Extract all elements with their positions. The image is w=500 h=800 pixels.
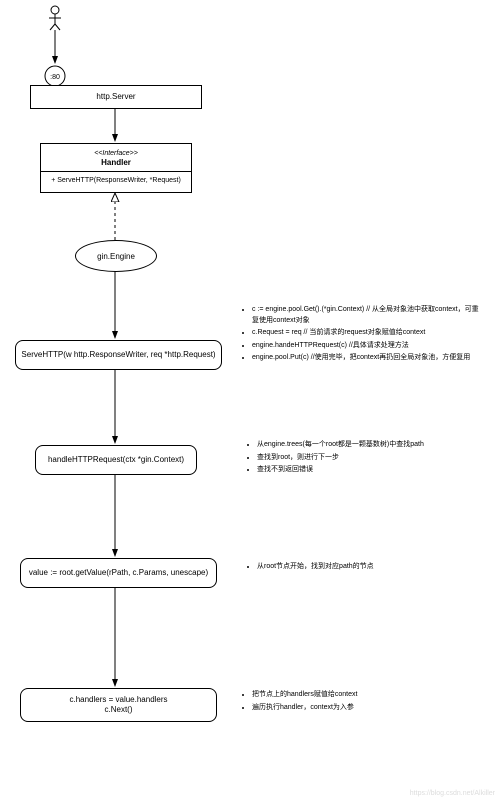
node-gin-engine: gin.Engine [75,240,157,272]
node-handler-interface: <<Interface>> Handler + ServeHTTP(Respon… [40,143,192,193]
handlehttp-notes: 从engine.trees(每一个root都是一颗基数树)中查找path 查找到… [245,440,485,478]
node-handlehttp: handleHTTPRequest(ctx *gin.Context) [35,445,197,475]
next-notes: 把节点上的handlers赋值给context 遍历执行handler，cont… [240,690,485,715]
port-label: :80 [50,74,60,81]
connector-layer: :80 [0,0,500,800]
actor-icon [49,6,61,30]
node-servehttp: ServeHTTP(w http.ResponseWriter, req *ht… [15,340,222,370]
handler-stereotype: <<Interface>> [94,149,138,158]
servehttp-label: ServeHTTP(w http.ResponseWriter, req *ht… [21,350,215,360]
handlehttp-label: handleHTTPRequest(ctx *gin.Context) [48,455,184,465]
handler-title: Handler [101,158,131,168]
next-line2: c.Next() [105,705,133,715]
http-server-label: http.Server [96,92,135,102]
gin-engine-label: gin.Engine [97,252,135,261]
handler-method: + ServeHTTP(ResponseWriter, *Request) [47,174,185,187]
node-next: c.handlers = value.handlers c.Next() [20,688,217,722]
node-http-server: http.Server [30,85,202,109]
getvalue-label: value := root.getValue(rPath, c.Params, … [29,568,208,578]
servehttp-notes: c := engine.pool.Get().(*gin.Context) //… [240,305,485,366]
watermark-text: https://blog.csdn.net/Alkiller [410,790,495,797]
getvalue-notes: 从root节点开始，找到对应path的节点 [245,562,485,575]
next-line1: c.handlers = value.handlers [69,695,167,705]
node-getvalue: value := root.getValue(rPath, c.Params, … [20,558,217,588]
